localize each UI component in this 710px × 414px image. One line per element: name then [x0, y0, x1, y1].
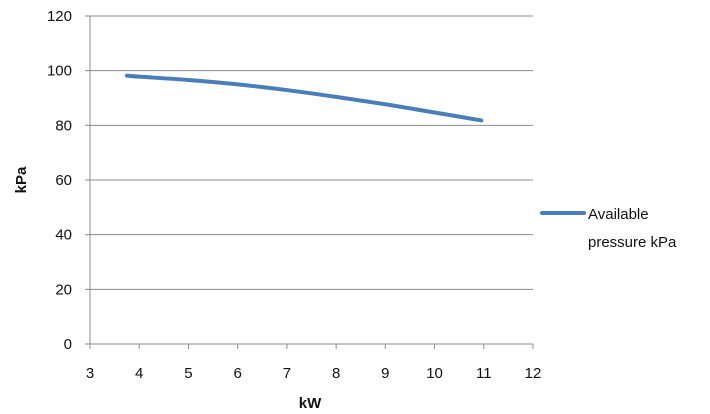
grid-lines: [90, 15, 533, 290]
legend-label-line-1: Available: [588, 206, 649, 223]
x-tick-label: 8: [332, 365, 340, 382]
y-tick-label: 20: [55, 281, 72, 298]
x-tick-labels: 3 4 5 6 7 8 9 10 11 12: [86, 365, 542, 382]
y-tick-labels: 0 20 40 60 80 100 120: [47, 8, 72, 353]
x-tick-label: 7: [283, 365, 291, 382]
axes: [85, 15, 534, 349]
x-tick-label: 3: [86, 365, 94, 382]
x-tick-label: 10: [426, 365, 443, 382]
y-tick-label: 80: [55, 117, 72, 134]
x-tick-label: 11: [476, 365, 492, 382]
x-tick-label: 6: [233, 365, 241, 382]
legend-label-line-2: pressure kPa: [588, 234, 677, 251]
series-line-0: [124, 73, 484, 123]
series-lines: [124, 73, 484, 123]
x-tick-label: 9: [381, 365, 389, 382]
x-axis-title: kW: [299, 395, 322, 412]
legend: Available pressure kPa: [540, 206, 677, 251]
y-tick-label: 120: [47, 8, 72, 25]
y-tick-label: 0: [64, 336, 72, 353]
x-tick-label: 5: [184, 365, 192, 382]
y-tick-label: 60: [55, 172, 72, 189]
y-tick-label: 100: [47, 63, 72, 80]
y-axis-title: kPa: [13, 166, 30, 193]
x-tick-label: 4: [135, 365, 143, 382]
y-tick-label: 40: [55, 227, 72, 244]
x-tick-label: 12: [525, 365, 542, 382]
